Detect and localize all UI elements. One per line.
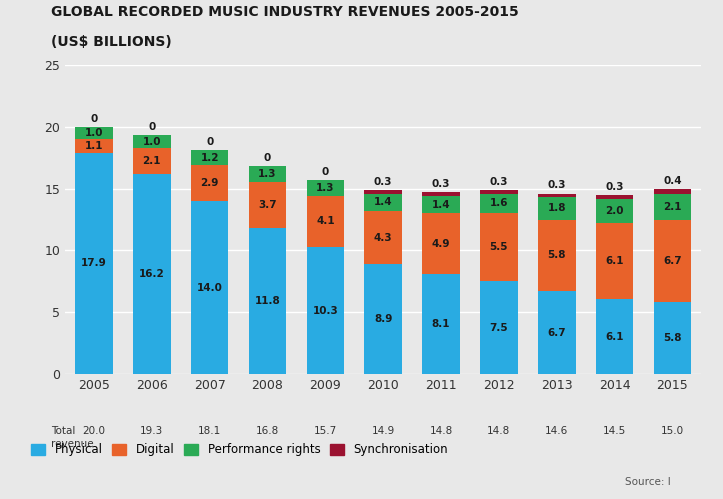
Text: 8.1: 8.1 bbox=[432, 319, 450, 329]
Bar bbox=[364, 264, 402, 374]
Bar bbox=[75, 139, 113, 153]
Bar bbox=[307, 180, 344, 196]
Bar bbox=[422, 196, 460, 214]
Bar bbox=[480, 281, 518, 374]
Text: 18.1: 18.1 bbox=[198, 426, 221, 436]
Text: 5.8: 5.8 bbox=[547, 250, 566, 260]
Text: (US$ BILLIONS): (US$ BILLIONS) bbox=[51, 35, 171, 49]
Bar bbox=[307, 247, 344, 374]
Text: 8.9: 8.9 bbox=[374, 314, 393, 324]
Text: 1.0: 1.0 bbox=[142, 137, 161, 147]
Text: 6.1: 6.1 bbox=[605, 256, 624, 266]
Bar bbox=[654, 189, 691, 194]
Text: 7.5: 7.5 bbox=[489, 323, 508, 333]
Bar bbox=[364, 211, 402, 264]
Bar bbox=[538, 197, 576, 220]
Bar bbox=[249, 183, 286, 228]
Bar bbox=[422, 274, 460, 374]
Text: 0.3: 0.3 bbox=[547, 181, 566, 191]
Bar bbox=[480, 194, 518, 214]
Bar bbox=[364, 190, 402, 194]
Bar bbox=[596, 299, 633, 374]
Text: 0: 0 bbox=[90, 114, 98, 124]
Text: 1.6: 1.6 bbox=[489, 199, 508, 209]
Text: 4.9: 4.9 bbox=[432, 239, 450, 249]
Bar bbox=[538, 194, 576, 197]
Text: 17.9: 17.9 bbox=[81, 258, 107, 268]
Text: 0: 0 bbox=[322, 167, 329, 177]
Text: 1.3: 1.3 bbox=[316, 183, 335, 193]
Bar bbox=[75, 153, 113, 374]
Bar bbox=[596, 223, 633, 299]
Text: 0: 0 bbox=[206, 137, 213, 147]
Text: 6.7: 6.7 bbox=[663, 256, 682, 266]
Text: 6.7: 6.7 bbox=[547, 328, 566, 338]
Text: 1.4: 1.4 bbox=[432, 200, 450, 210]
Bar bbox=[133, 148, 171, 174]
Bar bbox=[133, 174, 171, 374]
Text: 1.1: 1.1 bbox=[85, 141, 103, 151]
Bar bbox=[422, 214, 460, 274]
Text: 10.3: 10.3 bbox=[312, 305, 338, 315]
Text: 14.8: 14.8 bbox=[429, 426, 453, 436]
Bar bbox=[538, 220, 576, 291]
Text: 1.3: 1.3 bbox=[258, 169, 277, 180]
Text: 0: 0 bbox=[148, 122, 155, 132]
Bar bbox=[480, 214, 518, 281]
Text: 14.8: 14.8 bbox=[487, 426, 510, 436]
Text: 2.1: 2.1 bbox=[142, 156, 161, 166]
Bar bbox=[191, 165, 228, 201]
Text: 19.3: 19.3 bbox=[140, 426, 163, 436]
Text: 0.3: 0.3 bbox=[374, 177, 393, 187]
Text: Total
revenue: Total revenue bbox=[51, 426, 93, 449]
Bar bbox=[596, 199, 633, 223]
Bar bbox=[133, 135, 171, 148]
Bar bbox=[654, 194, 691, 220]
Bar bbox=[364, 194, 402, 211]
Bar bbox=[307, 196, 344, 247]
Bar bbox=[654, 302, 691, 374]
Bar bbox=[654, 220, 691, 302]
Bar bbox=[75, 127, 113, 139]
Text: 14.5: 14.5 bbox=[603, 426, 626, 436]
Bar bbox=[249, 166, 286, 183]
Bar bbox=[538, 291, 576, 374]
Text: 1.2: 1.2 bbox=[200, 153, 219, 163]
Bar bbox=[480, 190, 518, 194]
Text: 5.8: 5.8 bbox=[663, 333, 682, 343]
Text: GLOBAL RECORDED MUSIC INDUSTRY REVENUES 2005-2015: GLOBAL RECORDED MUSIC INDUSTRY REVENUES … bbox=[51, 5, 518, 19]
Bar bbox=[249, 228, 286, 374]
Text: 3.7: 3.7 bbox=[258, 200, 277, 211]
Text: 4.3: 4.3 bbox=[374, 233, 393, 243]
Text: 0.3: 0.3 bbox=[605, 182, 624, 192]
Bar bbox=[422, 192, 460, 196]
Text: 15.7: 15.7 bbox=[314, 426, 337, 436]
Text: 5.5: 5.5 bbox=[489, 243, 508, 252]
Text: 14.0: 14.0 bbox=[197, 282, 223, 292]
Text: 15.0: 15.0 bbox=[661, 426, 684, 436]
Text: 16.8: 16.8 bbox=[256, 426, 279, 436]
Text: 1.0: 1.0 bbox=[85, 128, 103, 138]
Text: 6.1: 6.1 bbox=[605, 331, 624, 341]
Text: 0.4: 0.4 bbox=[663, 176, 682, 186]
Text: 1.8: 1.8 bbox=[547, 204, 566, 214]
Text: 11.8: 11.8 bbox=[254, 296, 281, 306]
Text: 2.0: 2.0 bbox=[605, 206, 624, 216]
Text: 16.2: 16.2 bbox=[139, 269, 165, 279]
Text: 0.3: 0.3 bbox=[432, 179, 450, 189]
Bar bbox=[596, 195, 633, 199]
Bar bbox=[191, 201, 228, 374]
Text: 20.0: 20.0 bbox=[82, 426, 106, 436]
Text: 2.9: 2.9 bbox=[200, 178, 219, 188]
Legend: Physical, Digital, Performance rights, Synchronisation: Physical, Digital, Performance rights, S… bbox=[27, 439, 453, 461]
Text: 0: 0 bbox=[264, 153, 271, 163]
Text: 4.1: 4.1 bbox=[316, 217, 335, 227]
Bar bbox=[191, 150, 228, 165]
Text: 14.9: 14.9 bbox=[372, 426, 395, 436]
Text: 1.4: 1.4 bbox=[374, 197, 393, 207]
Text: Source: I: Source: I bbox=[625, 477, 671, 487]
Text: 0.3: 0.3 bbox=[489, 177, 508, 187]
Text: 2.1: 2.1 bbox=[663, 202, 682, 212]
Text: 14.6: 14.6 bbox=[545, 426, 568, 436]
